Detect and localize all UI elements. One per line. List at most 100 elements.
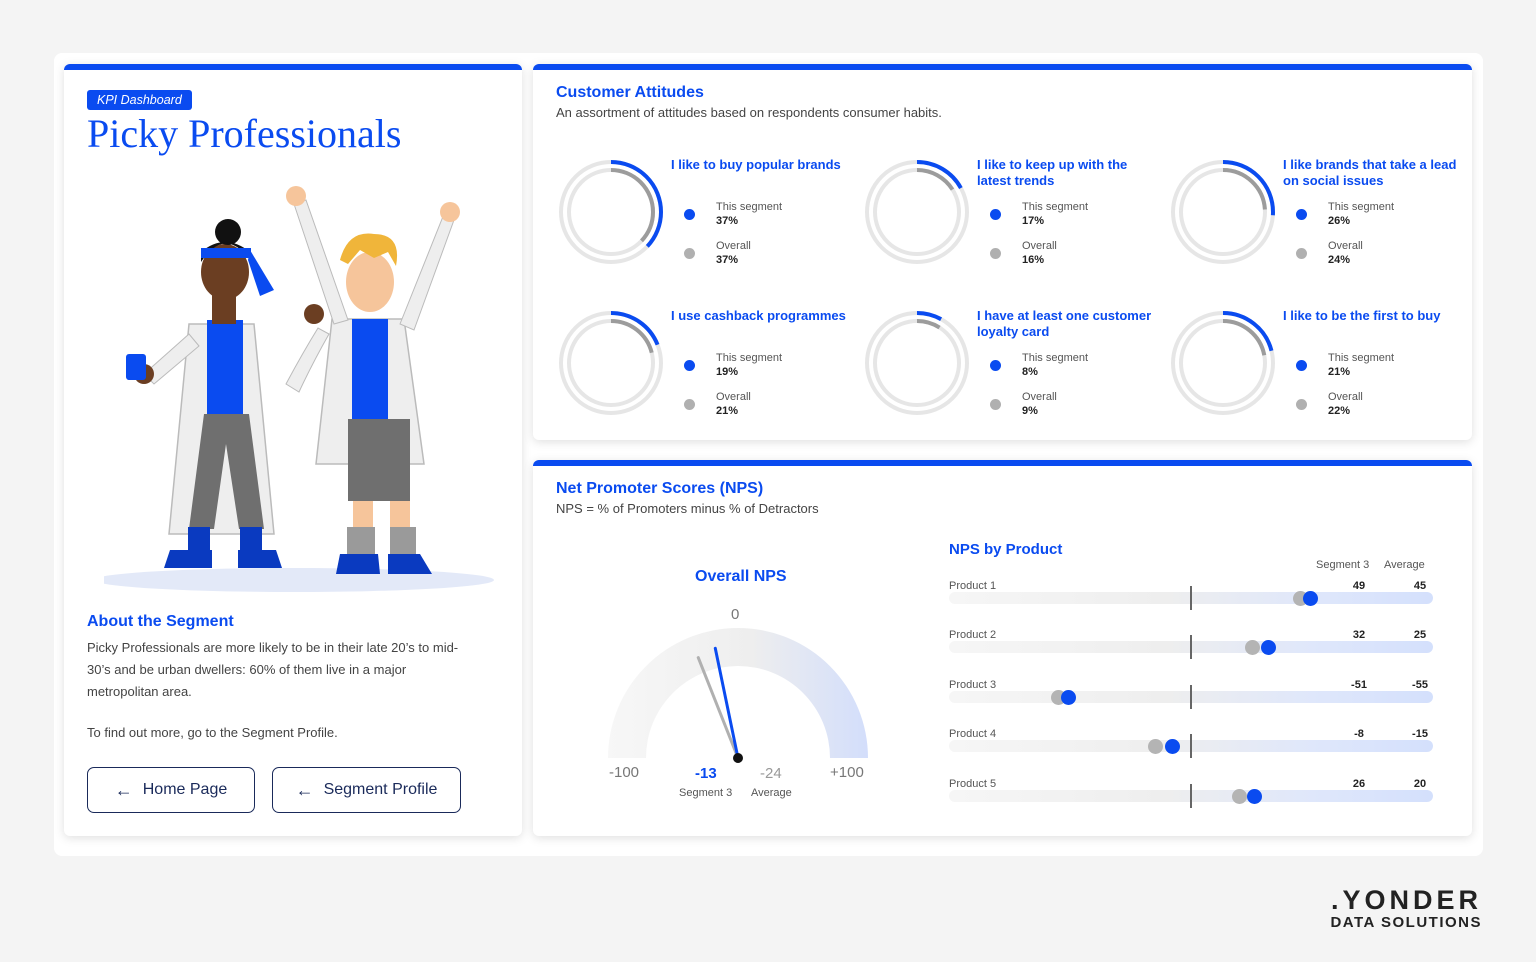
overall-dot (684, 399, 695, 410)
segment-marker (1060, 689, 1076, 705)
segment-label: This segment (1328, 352, 1395, 364)
attitude-donut (1171, 311, 1275, 415)
attitude-label: I have at least one customer loyalty car… (977, 308, 1152, 339)
segment-marker (1261, 640, 1277, 656)
overall-dot (684, 248, 695, 259)
overall-arc (873, 319, 961, 407)
average-marker (1147, 739, 1163, 755)
overall-value: 37% (716, 254, 739, 266)
gauge-zero-label: 0 (731, 606, 740, 623)
arrow-left-icon: ← (295, 780, 314, 800)
segment-profile-button[interactable]: ← Segment Profile (272, 767, 461, 813)
product-average-value: -15 (1412, 728, 1428, 741)
product-name: Product 3 (949, 678, 997, 691)
segment-label: This segment (1022, 201, 1089, 213)
segment-dot (990, 209, 1001, 220)
attitude-item: I like brands that take a lead on social… (1168, 157, 1468, 267)
product-name: Product 1 (949, 580, 997, 592)
gauge-max-label: +100 (830, 764, 864, 781)
segment-value: 8% (1022, 366, 1038, 378)
product-name: Product 4 (949, 728, 997, 741)
segment-arc (559, 311, 663, 415)
zero-line (1190, 783, 1192, 808)
attitudes-subtitle: An assortment of attitudes based on resp… (556, 105, 942, 120)
product-segment-value: -8 (1354, 728, 1364, 741)
product-row: Product 4 -8 -15 (949, 728, 1433, 768)
attitude-item: I have at least one customer loyalty car… (862, 308, 1162, 418)
attitude-item: I use cashback programmes This segment 19%… (556, 308, 856, 418)
average-needle (696, 656, 740, 760)
logo-line2: DATA SOLUTIONS (1330, 914, 1482, 931)
segment-value: 17% (1022, 215, 1045, 227)
nps-title: Net Promoter Scores (NPS) (556, 480, 764, 497)
segment-column-header: Segment 3 (1316, 559, 1370, 571)
attitude-item: I like to be the first to buy This segmen… (1168, 308, 1468, 418)
overall-value: 16% (1022, 254, 1045, 266)
product-track (949, 635, 1433, 660)
segment-arc (1171, 311, 1275, 415)
attitude-label: I like brands that take a lead on social… (1283, 157, 1457, 188)
segment-marker (1302, 591, 1318, 606)
product-track (949, 783, 1433, 808)
overall-label: Overall (1328, 240, 1363, 252)
overall-arc (873, 168, 961, 256)
home-page-button-label: Home Page (142, 781, 228, 798)
gauge-min-label: -100 (609, 764, 640, 781)
product-segment-value: 49 (1352, 580, 1366, 592)
attitude-label: I like to be the first to buy (1283, 308, 1441, 323)
attitude-donut (1171, 160, 1275, 264)
more-info-text: To find out more, go to the Segment Prof… (87, 725, 338, 740)
home-page-button[interactable]: ← Home Page (87, 767, 255, 813)
overall-dot (1296, 399, 1307, 410)
overall-nps-title: Overall NPS (695, 568, 787, 585)
zero-line (1190, 635, 1192, 660)
segment-label: This segment (1022, 352, 1089, 364)
attitude-donut (865, 160, 969, 264)
product-name: Product 5 (949, 777, 997, 790)
segment-caption: Segment 3 (679, 787, 733, 799)
product-segment-value: 26 (1352, 777, 1366, 790)
attitude-label: I like to buy popular brands (671, 157, 841, 172)
average-marker (1244, 640, 1260, 656)
overall-arc (567, 168, 655, 256)
product-row: Product 3 -51 -55 (949, 679, 1433, 719)
overall-value: 24% (1328, 254, 1351, 266)
segment-value: 26% (1328, 215, 1351, 227)
attitudes-title: Customer Attitudes (556, 84, 704, 101)
segment-dot (684, 360, 695, 371)
segment-needle (713, 646, 740, 760)
overall-arc (1179, 168, 1267, 256)
overall-dot (990, 248, 1001, 259)
segment-label: This segment (716, 201, 783, 213)
segment-arc (865, 311, 969, 415)
segment-value: 37% (716, 215, 739, 227)
overall-nps-gauge (608, 628, 868, 763)
overall-value: 22% (1328, 405, 1351, 417)
nps-by-product-title: NPS by Product (949, 541, 1063, 558)
segment-dot (684, 209, 695, 220)
product-name: Product 2 (949, 629, 997, 642)
overall-dot (1296, 248, 1307, 259)
page-title: Picky Professionals (87, 111, 402, 156)
product-average-value: 20 (1413, 777, 1427, 790)
product-track (949, 586, 1433, 610)
nps-card: Net Promoter Scores (NPS) NPS = % of Pro… (533, 460, 1472, 836)
logo-line1: .YONDER (1330, 885, 1482, 915)
segment-arc (865, 160, 969, 264)
overall-label: Overall (1328, 391, 1363, 403)
gauge-pivot (733, 753, 743, 763)
customer-attitudes-card: Customer Attitudes An assortment of atti… (533, 64, 1472, 440)
product-segment-value: 32 (1352, 629, 1366, 642)
attitude-label: I use cashback programmes (671, 308, 846, 323)
about-heading: About the Segment (87, 613, 234, 630)
zero-line (1190, 586, 1192, 610)
product-average-value: -55 (1412, 678, 1428, 691)
yonder-logo: .YONDER DATA SOLUTIONS (1330, 886, 1482, 932)
zero-line (1190, 734, 1192, 759)
overall-label: Overall (716, 391, 751, 403)
overall-label: Overall (1022, 391, 1057, 403)
segment-label: This segment (1328, 201, 1395, 213)
arrow-left-icon: ← (114, 780, 133, 800)
product-row: Product 1 49 45 (949, 580, 1433, 620)
segment-profile-button-label: Segment Profile (323, 781, 438, 798)
